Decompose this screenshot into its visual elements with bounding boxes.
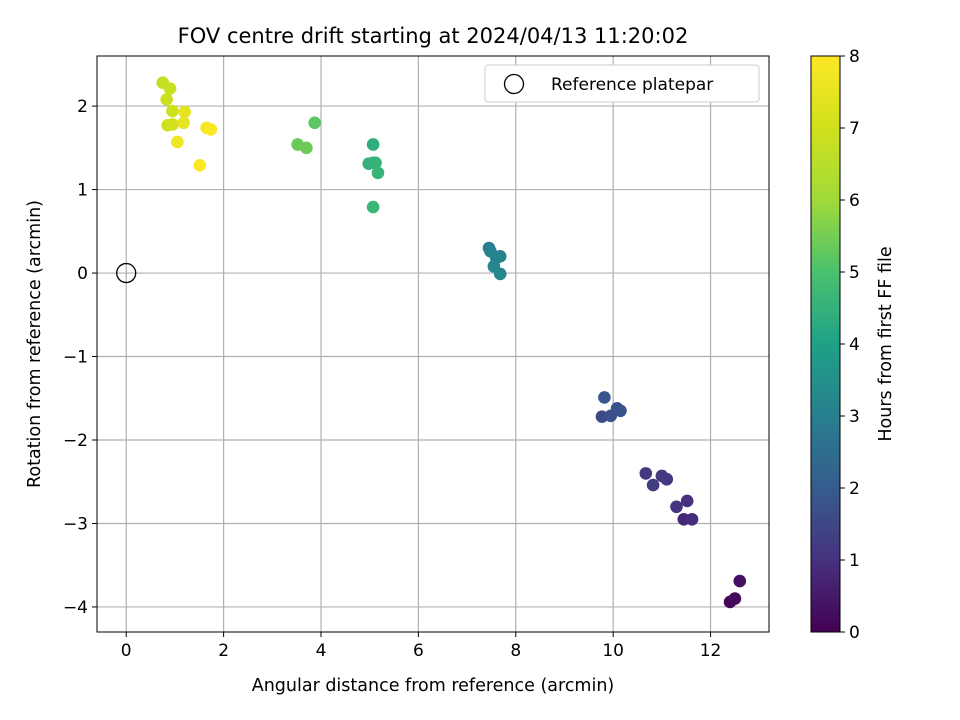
data-point — [493, 267, 507, 281]
data-point — [728, 592, 742, 605]
data-point — [369, 156, 382, 170]
y-tick-label: 0 — [77, 264, 88, 284]
y-axis-ticks: −4 −3 −2 −1 0 1 2 — [63, 97, 97, 618]
data-point — [371, 166, 385, 180]
x-tick-label: 0 — [121, 641, 132, 661]
data-point — [166, 104, 179, 118]
data-point — [193, 159, 207, 172]
x-tick-label: 12 — [700, 641, 722, 661]
data-point — [163, 82, 177, 95]
data-point — [655, 469, 669, 483]
data-point — [614, 404, 627, 418]
data-point — [493, 250, 507, 263]
data-point — [178, 105, 191, 119]
data-point — [733, 574, 747, 588]
colorbar-gradient — [810, 55, 841, 633]
x-tick-label: 10 — [602, 641, 624, 661]
data-point — [177, 116, 190, 130]
data-point — [300, 141, 313, 155]
data-point — [366, 138, 380, 151]
data-point — [646, 478, 660, 492]
x-tick-label: 6 — [413, 641, 424, 661]
colorbar-tick-label: 2 — [849, 479, 860, 499]
data-point — [680, 494, 694, 508]
colorbar-tick-label: 0 — [849, 623, 860, 643]
x-tick-label: 2 — [218, 641, 229, 661]
chart-title: FOV centre drift starting at 2024/04/13 … — [178, 24, 689, 48]
plot-frame — [96, 55, 770, 633]
data-point — [598, 391, 611, 404]
data-point — [366, 200, 380, 214]
legend: Reference platepar — [484, 64, 760, 103]
y-tick-label: −3 — [63, 514, 88, 534]
x-tick-label: 8 — [510, 641, 521, 661]
colorbar-tick-label: 8 — [849, 47, 860, 67]
grid — [97, 56, 769, 632]
data-points — [156, 76, 747, 609]
y-tick-label: −4 — [63, 598, 88, 618]
x-tick-label: 4 — [316, 641, 327, 661]
colorbar-ticks: 0 1 2 3 4 5 6 7 8 — [840, 47, 860, 643]
colorbar-tick-label: 5 — [849, 263, 860, 283]
reference-marker — [116, 262, 137, 284]
colorbar-tick-label: 7 — [849, 119, 860, 139]
colorbar-tick-label: 4 — [849, 335, 860, 355]
y-tick-label: 1 — [77, 181, 88, 201]
data-point — [639, 467, 653, 480]
data-point — [166, 118, 179, 131]
data-point — [308, 116, 321, 130]
colorbar-tick-label: 3 — [849, 407, 860, 427]
data-point — [670, 500, 683, 514]
colorbar-tick-label: 1 — [849, 551, 860, 571]
x-axis-ticks: 0 2 4 6 8 10 12 — [121, 632, 722, 661]
y-axis-label: Rotation from reference (arcmin) — [25, 200, 45, 488]
data-point — [171, 135, 184, 149]
data-point — [160, 93, 173, 106]
legend-box — [484, 64, 760, 103]
legend-label: Reference platepar — [551, 75, 713, 95]
reference-marker-group — [116, 262, 137, 284]
y-tick-label: 2 — [77, 97, 88, 117]
colorbar-label: Hours from first FF file — [876, 246, 896, 441]
y-tick-label: −1 — [63, 348, 88, 368]
legend-marker — [503, 73, 525, 95]
y-tick-label: −2 — [63, 431, 88, 451]
data-point — [204, 123, 218, 136]
data-point — [685, 513, 699, 526]
colorbar: 0 1 2 3 4 5 6 7 8 Hours from first FF file — [810, 47, 896, 643]
colorbar-tick-label: 6 — [849, 191, 860, 211]
x-axis-label: Angular distance from reference (arcmin) — [252, 676, 615, 696]
